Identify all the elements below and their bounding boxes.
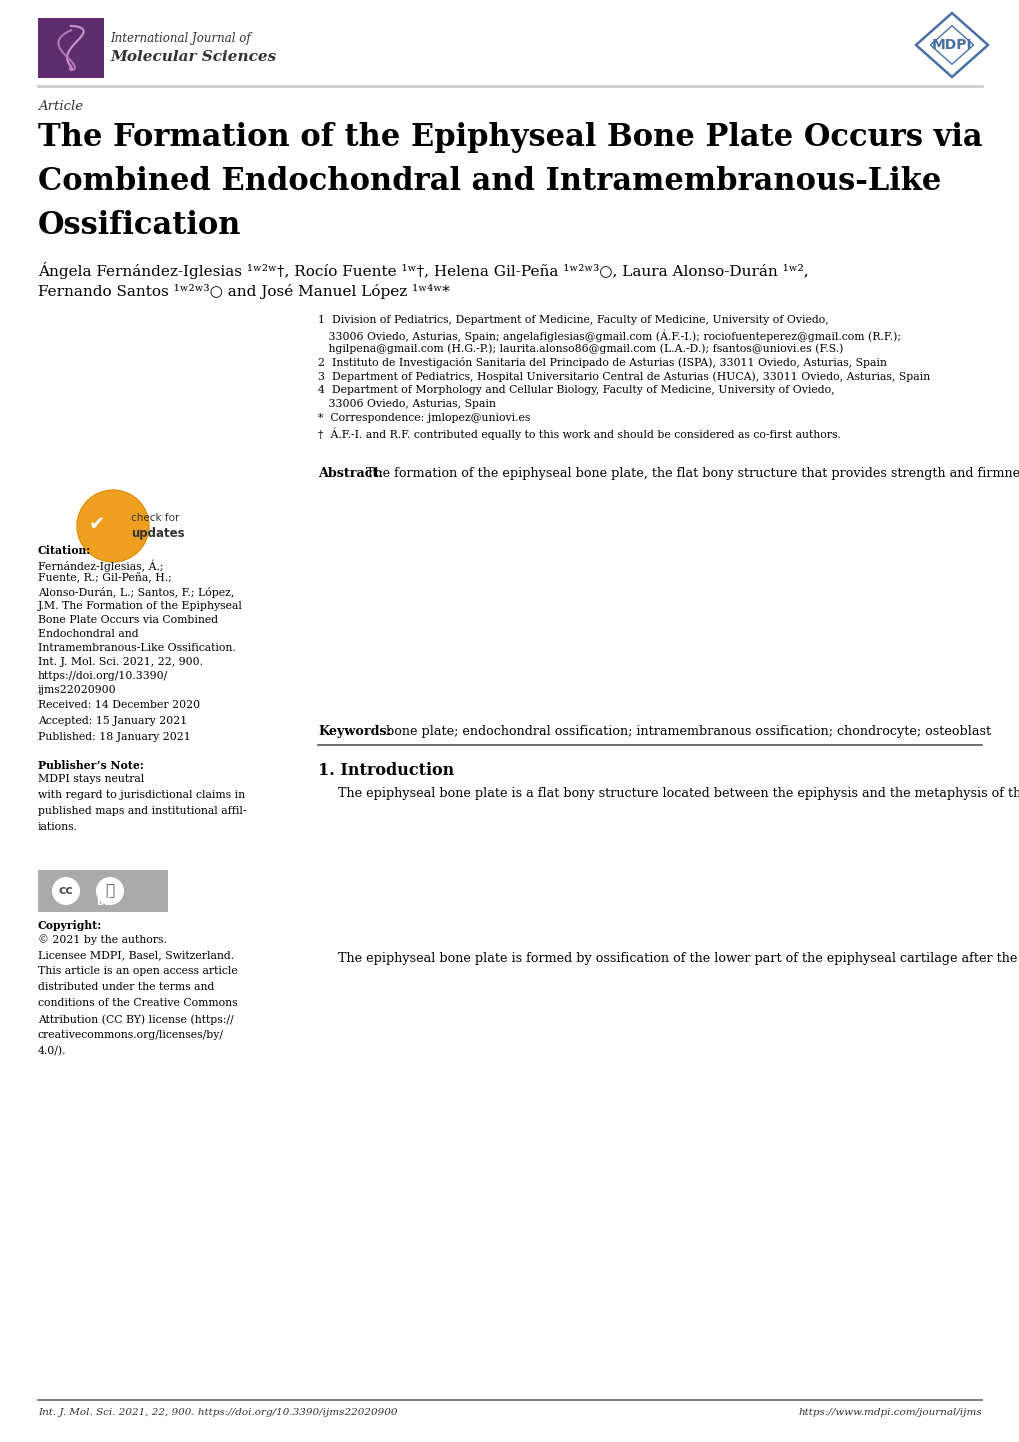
Text: †  Á.F.-I. and R.F. contributed equally to this work and should be considered as: † Á.F.-I. and R.F. contributed equally t…: [318, 427, 840, 440]
Text: 4.0/).: 4.0/).: [38, 1045, 66, 1057]
Text: 3  Department of Pediatrics, Hospital Universitario Central de Asturias (HUCA), : 3 Department of Pediatrics, Hospital Uni…: [318, 371, 929, 382]
Text: Publisher’s Note:: Publisher’s Note:: [38, 760, 144, 771]
Text: 33006 Oviedo, Asturias, Spain; angelafiglesias@gmail.com (Á.F.-I.); rociofuentep: 33006 Oviedo, Asturias, Spain; angelafig…: [318, 329, 900, 342]
Text: hgilpena@gmail.com (H.G.-P.); laurita.alonso86@gmail.com (L.A.-D.); fsantos@unio: hgilpena@gmail.com (H.G.-P.); laurita.al…: [318, 343, 843, 353]
Text: Article: Article: [38, 99, 83, 112]
Text: ijms22020900: ijms22020900: [38, 685, 116, 695]
Text: Bone Plate Occurs via Combined: Bone Plate Occurs via Combined: [38, 614, 218, 624]
Text: © 2021 by the authors.: © 2021 by the authors.: [38, 934, 167, 945]
Text: Abstract:: Abstract:: [318, 467, 382, 480]
Text: distributed under the terms and: distributed under the terms and: [38, 982, 214, 992]
Text: bone plate; endochondral ossification; intramembranous ossification; chondrocyte: bone plate; endochondral ossification; i…: [385, 725, 990, 738]
Text: Combined Endochondral and Intramembranous-Like: Combined Endochondral and Intramembranou…: [38, 166, 941, 198]
Text: with regard to jurisdictional claims in: with regard to jurisdictional claims in: [38, 790, 245, 800]
Text: 1  Division of Pediatrics, Department of Medicine, Faculty of Medicine, Universi: 1 Division of Pediatrics, Department of …: [318, 314, 828, 324]
Text: 33006 Oviedo, Asturias, Spain: 33006 Oviedo, Asturias, Spain: [318, 399, 495, 410]
Text: *  Correspondence: jmlopez@uniovi.es: * Correspondence: jmlopez@uniovi.es: [318, 412, 530, 423]
Text: The epiphyseal bone plate is a flat bony structure located between the epiphysis: The epiphyseal bone plate is a flat bony…: [318, 787, 1019, 800]
Text: 1. Introduction: 1. Introduction: [318, 761, 453, 779]
Text: updates: updates: [130, 528, 184, 541]
Text: Attribution (CC BY) license (https://: Attribution (CC BY) license (https://: [38, 1014, 233, 1025]
Text: Intramembranous-Like Ossification.: Intramembranous-Like Ossification.: [38, 643, 235, 653]
Text: Received: 14 December 2020: Received: 14 December 2020: [38, 699, 200, 709]
Text: Alonso-Durán, L.; Santos, F.; López,: Alonso-Durán, L.; Santos, F.; López,: [38, 587, 234, 598]
Text: Endochondral and: Endochondral and: [38, 629, 139, 639]
Text: Citation:: Citation:: [38, 545, 91, 557]
Text: The epiphyseal bone plate is formed by ossification of the lower part of the epi: The epiphyseal bone plate is formed by o…: [318, 952, 1019, 965]
Text: iations.: iations.: [38, 822, 77, 832]
Text: https://www.mdpi.com/journal/ijms: https://www.mdpi.com/journal/ijms: [798, 1407, 981, 1417]
Text: Ⓘ: Ⓘ: [105, 884, 114, 898]
Text: conditions of the Creative Commons: conditions of the Creative Commons: [38, 998, 237, 1008]
Text: Copyright:: Copyright:: [38, 920, 102, 932]
Text: 4  Department of Morphology and Cellular Biology, Faculty of Medicine, Universit: 4 Department of Morphology and Cellular …: [318, 385, 834, 395]
Text: Molecular Sciences: Molecular Sciences: [110, 50, 276, 63]
Text: Int. J. Mol. Sci. 2021, 22, 900. https://doi.org/10.3390/ijms22020900: Int. J. Mol. Sci. 2021, 22, 900. https:/…: [38, 1407, 397, 1417]
Text: Fernández-Iglesias, Á.;: Fernández-Iglesias, Á.;: [38, 559, 163, 571]
Text: Fernando Santos ¹ʷ²ʷ³○ and José Manuel López ¹ʷ⁴ʷ*: Fernando Santos ¹ʷ²ʷ³○ and José Manuel L…: [38, 284, 449, 298]
Text: International Journal of: International Journal of: [110, 32, 251, 45]
Bar: [38, 17, 104, 78]
Text: The Formation of the Epiphyseal Bone Plate Occurs via: The Formation of the Epiphyseal Bone Pla…: [38, 123, 981, 153]
Text: published maps and institutional affil-: published maps and institutional affil-: [38, 806, 247, 816]
Text: This article is an open access article: This article is an open access article: [38, 966, 237, 976]
Text: Ángela Fernández-Iglesias ¹ʷ²ʷ†, Rocío Fuente ¹ʷ†, Helena Gil-Peña ¹ʷ²ʷ³○, Laura: Ángela Fernández-Iglesias ¹ʷ²ʷ†, Rocío F…: [38, 262, 808, 278]
Text: Ossification: Ossification: [38, 211, 242, 241]
Circle shape: [52, 877, 79, 906]
Text: ✔: ✔: [89, 515, 105, 534]
Text: MDPI stays neutral: MDPI stays neutral: [38, 774, 144, 784]
Bar: [38, 870, 168, 911]
Text: BY: BY: [96, 897, 110, 907]
Text: cc: cc: [58, 884, 73, 897]
Text: Fuente, R.; Gil-Peña, H.;: Fuente, R.; Gil-Peña, H.;: [38, 572, 171, 584]
Circle shape: [96, 877, 124, 906]
Text: https://doi.org/10.3390/: https://doi.org/10.3390/: [38, 671, 168, 681]
Text: Licensee MDPI, Basel, Switzerland.: Licensee MDPI, Basel, Switzerland.: [38, 950, 234, 960]
Text: The formation of the epiphyseal bone plate, the flat bony structure that provide: The formation of the epiphyseal bone pla…: [366, 467, 1019, 480]
Text: Int. J. Mol. Sci. 2021, 22, 900.: Int. J. Mol. Sci. 2021, 22, 900.: [38, 658, 203, 668]
Text: J.M. The Formation of the Epiphyseal: J.M. The Formation of the Epiphyseal: [38, 601, 243, 611]
Text: creativecommons.org/licenses/by/: creativecommons.org/licenses/by/: [38, 1030, 224, 1040]
Text: 2  Instituto de Investigación Sanitaria del Principado de Asturias (ISPA), 33011: 2 Instituto de Investigación Sanitaria d…: [318, 358, 886, 368]
Circle shape: [76, 490, 149, 562]
Text: check for: check for: [130, 513, 179, 523]
Text: Keywords:: Keywords:: [318, 725, 391, 738]
Text: Published: 18 January 2021: Published: 18 January 2021: [38, 733, 191, 743]
Text: MDPI: MDPI: [930, 37, 971, 52]
Text: Accepted: 15 January 2021: Accepted: 15 January 2021: [38, 717, 187, 725]
